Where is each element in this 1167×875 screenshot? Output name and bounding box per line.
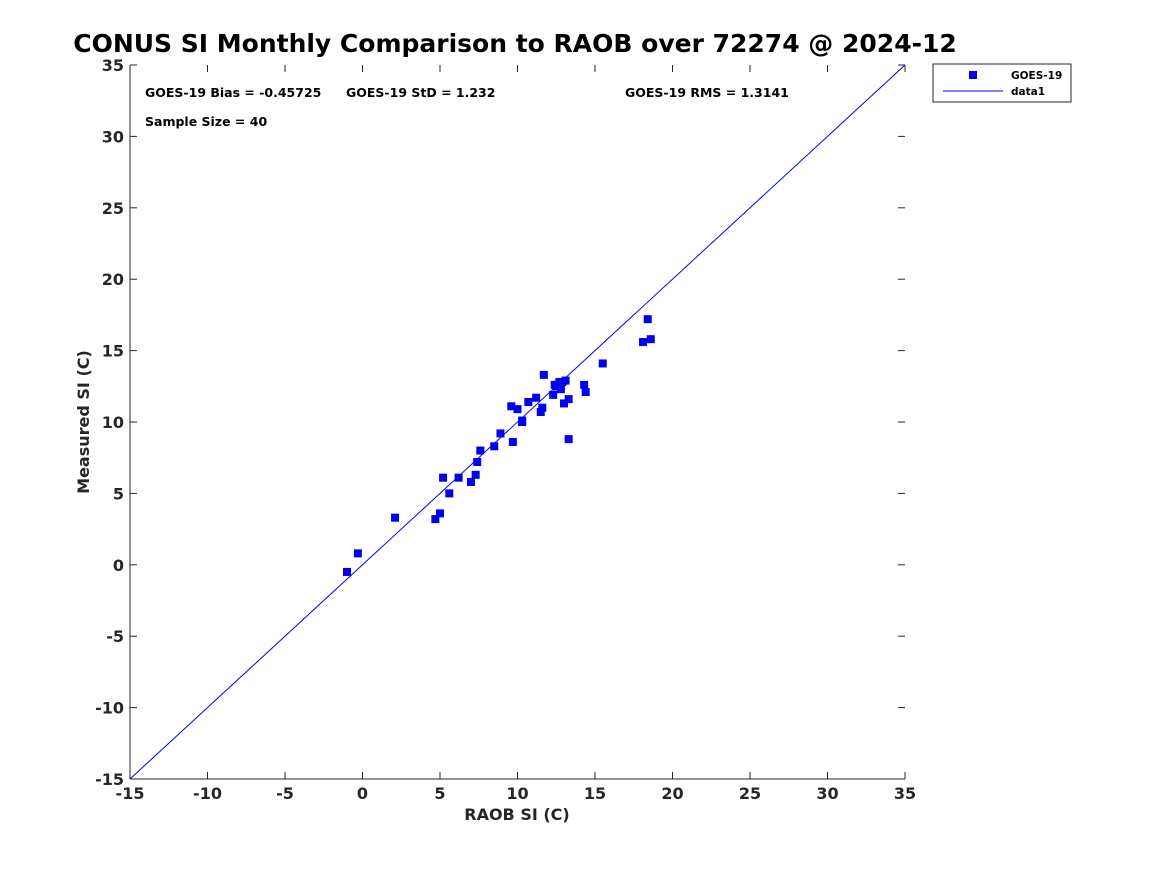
x-tick-label: 25 <box>739 784 761 803</box>
scatter-point <box>436 509 444 518</box>
legend-box <box>932 63 1072 103</box>
scatter-point <box>513 405 522 414</box>
y-axis-label: Measured SI (C) <box>74 350 93 494</box>
scatter-point <box>473 457 482 466</box>
scatter-point <box>454 473 463 482</box>
y-tick-label: 35 <box>102 56 124 75</box>
x-tick-label: 20 <box>661 784 683 803</box>
sample-size-annotation: Sample Size = 40 <box>145 114 267 129</box>
x-tick-label: 35 <box>894 784 916 803</box>
x-axis-ticks: -15 -10 -5 0 5 10 15 20 25 30 35 <box>116 65 916 803</box>
scatter-point <box>439 473 448 482</box>
series-line-data1 <box>129 64 906 780</box>
x-tick-label: 10 <box>506 784 528 803</box>
y-tick-label: -10 <box>95 699 124 718</box>
y-tick-label: 5 <box>113 484 124 503</box>
std-annotation: GOES-19 StD = 1.232 <box>346 85 495 100</box>
scatter-point <box>646 335 655 344</box>
scatter-points-layer <box>343 315 655 576</box>
x-axis-label: RAOB SI (C) <box>464 805 569 824</box>
y-tick-label: -5 <box>106 627 124 646</box>
scatter-point <box>555 378 564 387</box>
bias-annotation: GOES-19 Bias = -0.45725 <box>145 85 321 100</box>
legend-marker-goes-19 <box>969 71 977 79</box>
scatter-point <box>639 338 648 347</box>
scatter-point <box>471 470 480 479</box>
scatter-point <box>524 398 533 407</box>
scatter-point <box>532 393 541 402</box>
scatter-point <box>549 390 558 399</box>
scatter-point <box>353 549 362 558</box>
scatter-point <box>431 515 440 524</box>
y-tick-label: 0 <box>113 556 124 575</box>
y-axis-ticks: -15 -10 -5 0 5 10 15 20 25 30 35 <box>95 56 905 789</box>
scatter-point <box>343 567 351 576</box>
scatter-point <box>556 385 565 394</box>
legend-label-data1: data1 <box>1011 86 1045 98</box>
y-tick-label: 10 <box>102 413 124 432</box>
scatter-point <box>598 359 607 368</box>
scatter-point <box>496 429 505 438</box>
scatter-point <box>581 388 590 397</box>
scatter-point <box>518 416 527 425</box>
scatter-point <box>564 435 573 444</box>
scatter-point <box>508 437 517 446</box>
x-tick-label: 0 <box>357 784 368 803</box>
chart-title: CONUS SI Monthly Comparison to RAOB over… <box>73 29 957 58</box>
scatter-point <box>476 446 485 455</box>
scatter-point <box>391 513 400 522</box>
y-tick-label: -15 <box>95 770 124 789</box>
legend-label-goes-19: GOES-19 <box>1011 70 1062 82</box>
scatter-point <box>445 489 454 498</box>
y-tick-label: 30 <box>102 127 124 146</box>
scatter-point <box>536 408 545 416</box>
x-tick-label: 15 <box>584 784 606 803</box>
y-tick-label: 15 <box>102 342 124 361</box>
x-tick-label: -15 <box>116 784 145 803</box>
scatter-point <box>564 395 573 404</box>
scatter-point <box>539 370 548 379</box>
reference-line-layer <box>129 64 906 780</box>
x-tick-label: 30 <box>816 784 838 803</box>
scatter-point <box>580 380 589 389</box>
scatter-point <box>507 402 516 411</box>
x-tick-label: -10 <box>193 784 222 803</box>
scatter-point <box>490 442 499 451</box>
legend: GOES-19 data1 <box>932 63 1072 103</box>
x-tick-label: 5 <box>434 784 445 803</box>
scatter-point <box>561 376 570 385</box>
y-tick-label: 25 <box>102 199 124 218</box>
scatter-point <box>538 403 547 412</box>
scatter-point <box>560 399 568 408</box>
rms-annotation: GOES-19 RMS = 1.3141 <box>625 85 789 100</box>
y-tick-label: 20 <box>102 270 124 289</box>
scatter-point <box>643 315 652 324</box>
scatter-point <box>552 382 561 391</box>
scatter-point <box>467 477 475 486</box>
x-tick-label: -5 <box>276 784 294 803</box>
